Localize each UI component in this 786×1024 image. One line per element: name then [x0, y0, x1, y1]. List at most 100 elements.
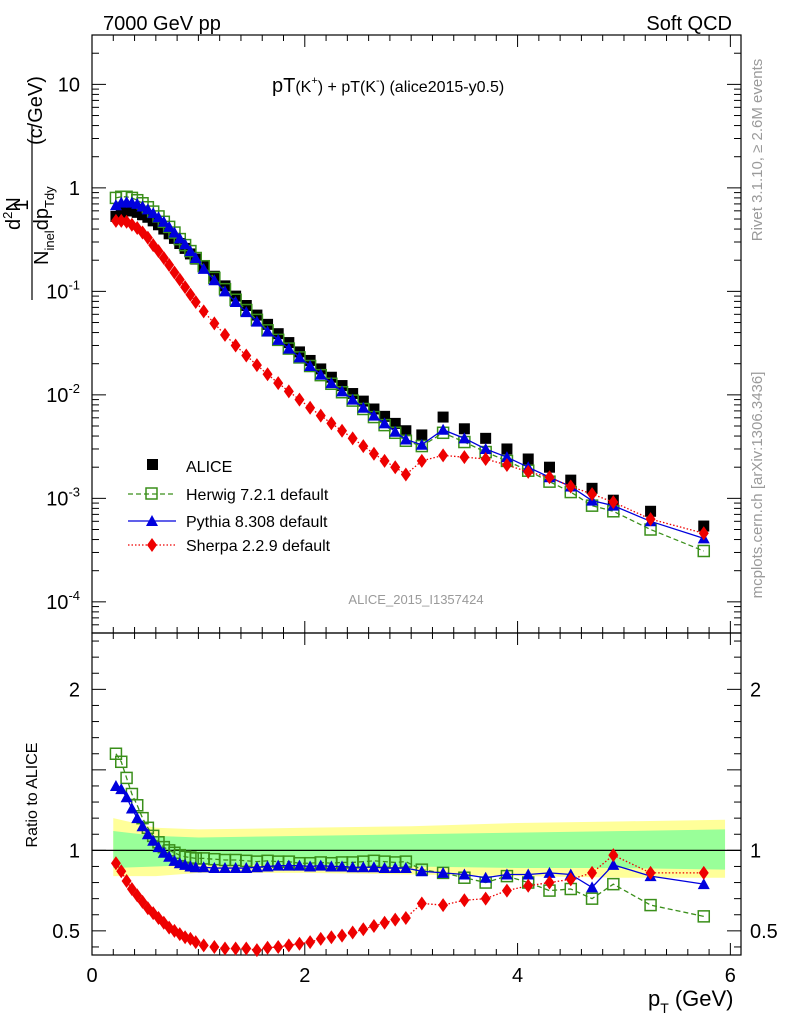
point-pythia: [346, 393, 359, 405]
ratio-point-sherpa: [262, 940, 273, 955]
y-axis-label-bottom: Ratio to ALICE: [24, 743, 41, 848]
uncertainty-bands: [92, 818, 741, 878]
point-pythia: [157, 215, 170, 227]
ratio-point-sherpa: [587, 865, 598, 880]
point-sherpa: [379, 453, 390, 468]
point-alice: [379, 410, 391, 422]
point-sherpa: [390, 460, 401, 475]
plot-title: pT(K+) + pT(K-) (alice2015-y0.5): [272, 75, 504, 97]
ratio-point-pythia: [120, 791, 133, 803]
point-pythia: [293, 351, 306, 363]
point-pythia: [336, 385, 349, 397]
ratio-point-sherpa: [480, 891, 491, 906]
point-sherpa: [565, 479, 576, 494]
ratio-y-tick-label: 1: [69, 840, 80, 862]
legend-marker-pythia: [146, 515, 158, 526]
point-sherpa: [698, 526, 709, 541]
svg-text:(c/GeV): (c/GeV): [25, 76, 47, 145]
point-sherpa: [438, 448, 449, 463]
point-pythia: [304, 360, 317, 372]
legend-marker-alice: [147, 459, 158, 470]
ratio-point-sherpa: [305, 935, 316, 950]
ratio-y-tick-label: 2: [69, 679, 80, 701]
point-pythia: [378, 417, 391, 429]
svg-text:NineldpTdy: NineldpTdy: [31, 186, 57, 265]
x-axis-label: pT (GeV): [648, 986, 734, 1016]
ratio-point-pythia: [389, 862, 402, 874]
ratio-point-pythia: [697, 878, 710, 890]
ratio-point-sherpa: [294, 936, 305, 951]
series-sherpa: [110, 213, 709, 541]
point-alice: [347, 388, 359, 400]
point-pythia: [479, 442, 492, 454]
ratio-point-sherpa: [400, 910, 411, 925]
point-sherpa: [273, 376, 284, 391]
point-sherpa: [198, 304, 209, 319]
plot-frames: [91, 34, 742, 956]
ratio-point-sherpa: [390, 912, 401, 927]
ratio-point-sherpa: [283, 938, 294, 953]
x-tick-label: 0: [86, 965, 97, 987]
point-sherpa: [480, 452, 491, 467]
point-sherpa: [501, 458, 512, 473]
ratio-point-pythia: [415, 865, 428, 877]
point-sherpa: [305, 400, 316, 415]
ratio-point-sherpa: [368, 919, 379, 934]
y-tick-label: 10: [58, 74, 80, 96]
point-alice: [389, 417, 401, 429]
ratio-point-herwig: [115, 755, 128, 769]
ratio-point-pythia: [152, 841, 165, 853]
point-pythia: [218, 285, 231, 297]
ratio-point-pythia: [136, 820, 149, 832]
point-pythia: [197, 262, 210, 274]
ratio-y-tick-label-right: 0.5: [750, 921, 778, 943]
ratio-point-pythia: [282, 859, 295, 871]
ratio-point-sherpa: [347, 925, 358, 940]
ratio-point-sherpa: [523, 878, 534, 893]
point-pythia: [173, 232, 186, 244]
header-right: Soft QCD: [646, 13, 732, 35]
ratio-point-pythia: [399, 862, 412, 874]
axis-ticks: 0 2 4 6 10 1 10-1 10-2 10-3 10-4 0.5 0.5 1 1 2 2: [46, 34, 778, 987]
point-pythia: [147, 207, 160, 219]
y-tick-label: 10-4: [46, 588, 80, 614]
ratio-point-herwig: [607, 877, 620, 891]
ratio-point-sherpa: [438, 898, 449, 913]
ratio-point-herwig: [644, 898, 657, 912]
ratio-point-sherpa: [544, 875, 555, 890]
y-tick-label: 10-2: [46, 381, 80, 407]
ratio-point-sherpa: [337, 928, 348, 943]
point-pythia: [168, 226, 181, 238]
ratio-point-pythia: [367, 861, 380, 873]
ratio-point-pythia: [197, 861, 210, 873]
x-tick-label: 2: [299, 965, 310, 987]
ratio-point-sherpa: [219, 941, 230, 956]
point-sherpa: [190, 294, 201, 309]
legend-marker-sherpa: [147, 538, 157, 552]
ratio-point-pythia: [141, 828, 154, 840]
point-pythia: [179, 238, 192, 250]
y-tick-label: 10-1: [46, 277, 80, 303]
ratio-point-pythia: [163, 850, 176, 862]
point-alice: [357, 395, 369, 407]
point-pythia: [272, 333, 285, 345]
point-sherpa: [400, 467, 411, 482]
point-pythia: [152, 211, 165, 223]
ratio-point-pythia: [458, 868, 471, 880]
ratio-point-pythia: [346, 861, 359, 873]
point-pythia: [314, 368, 327, 380]
ratio-point-herwig: [585, 892, 599, 905]
rivet-version-note: Rivet 3.1.10, ≥ 2.6M events: [749, 59, 766, 242]
point-alice: [437, 411, 449, 423]
point-pythia: [399, 433, 412, 445]
ratio-point-herwig: [697, 910, 711, 923]
point-sherpa: [337, 423, 348, 438]
point-pythia: [357, 401, 370, 413]
ratio-point-pythia: [272, 859, 285, 871]
ratio-y-tick-label: 0.5: [52, 921, 80, 943]
point-pythia: [189, 252, 202, 264]
ratio-point-sherpa: [110, 856, 121, 871]
ratio-point-sherpa: [241, 941, 252, 956]
ratio-point-sherpa: [698, 865, 709, 880]
point-sherpa: [326, 416, 337, 431]
